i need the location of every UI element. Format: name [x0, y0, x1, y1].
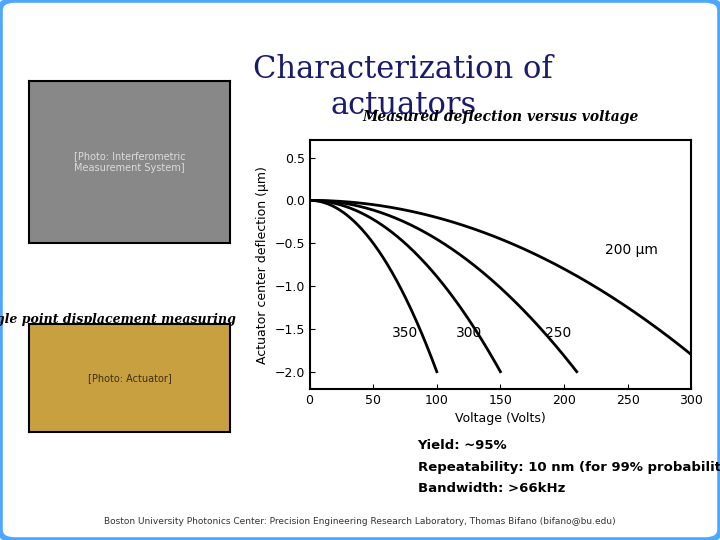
Text: Bandwidth: >66kHz: Bandwidth: >66kHz [418, 482, 565, 495]
Text: 350: 350 [392, 326, 418, 340]
Text: [Photo: Interferometric
Measurement System]: [Photo: Interferometric Measurement Syst… [73, 151, 186, 173]
Text: Yield: ~95%: Yield: ~95% [418, 439, 507, 452]
Y-axis label: Actuator center deflection (μm): Actuator center deflection (μm) [256, 166, 269, 363]
Text: [Photo: Actuator]: [Photo: Actuator] [88, 373, 171, 383]
Text: 300: 300 [456, 326, 482, 340]
X-axis label: Voltage (Volts): Voltage (Volts) [455, 412, 546, 425]
Text: Measured deflection versus voltage: Measured deflection versus voltage [362, 110, 639, 124]
Text: 200 μm: 200 μm [605, 243, 657, 257]
Text: Boston University Photonics Center: Precision Engineering Research Laboratory, T: Boston University Photonics Center: Prec… [104, 517, 616, 526]
Text: Repeatability: 10 nm (for 99% probability): Repeatability: 10 nm (for 99% probabilit… [418, 461, 720, 474]
Text: Characterization of
actuators: Characterization of actuators [253, 54, 553, 121]
Text: Single point displacement measuring
interferometer: Single point displacement measuring inte… [0, 313, 236, 341]
Text: 250: 250 [545, 326, 571, 340]
